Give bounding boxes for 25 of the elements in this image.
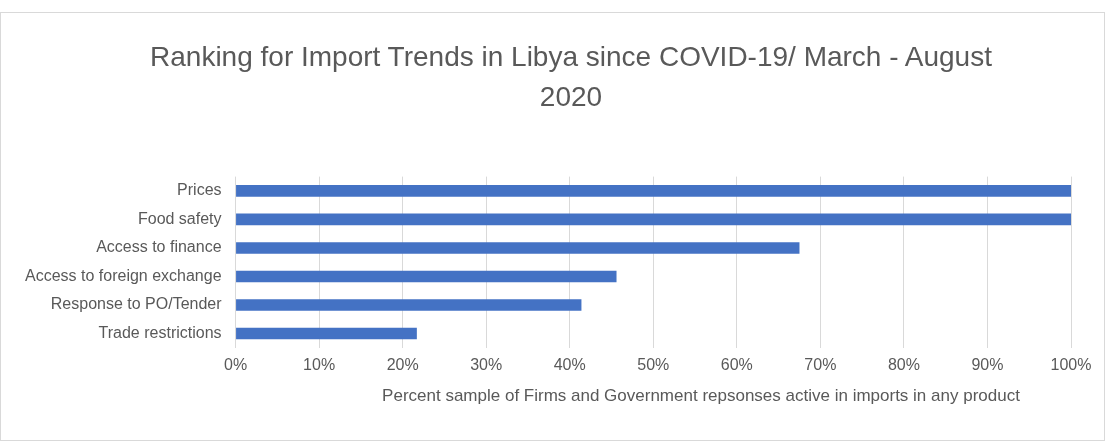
x-tick-label: 70%: [804, 355, 837, 373]
bar: [236, 327, 417, 340]
x-tick-label: 20%: [386, 355, 419, 373]
bar: [236, 299, 582, 311]
x-tick-label: 100%: [1050, 355, 1092, 373]
x-tick-label: 80%: [887, 355, 920, 373]
x-tick-label: 50%: [637, 355, 670, 373]
bar: [236, 242, 800, 254]
bar: [236, 213, 1071, 226]
x-tick-label: 0%: [224, 355, 248, 373]
y-tick-label: Prices: [177, 181, 222, 199]
bar: [236, 185, 1071, 197]
y-tick-label: Response to PO/Tender: [50, 295, 223, 313]
x-tick-label: 40%: [553, 355, 586, 373]
x-tick-label: 30%: [470, 355, 503, 373]
y-tick-label: Access to foreign exchange: [25, 266, 222, 284]
y-tick-label: Access to finance: [96, 238, 222, 256]
x-tick-label: 60%: [720, 355, 753, 373]
x-tick-label: 10%: [303, 355, 336, 373]
chart-title: Ranking for Import Trends in Libya since COVID-19/ March - August 2020: [149, 40, 993, 114]
bar: [236, 270, 617, 283]
x-axis-title: Percent sample of Firms and Government repsonses active in imports in any product: [381, 385, 1021, 407]
y-tick-label: Food safety: [137, 209, 222, 227]
x-tick-label: 90%: [971, 355, 1004, 373]
y-tick-label: Trade restrictions: [98, 323, 222, 341]
